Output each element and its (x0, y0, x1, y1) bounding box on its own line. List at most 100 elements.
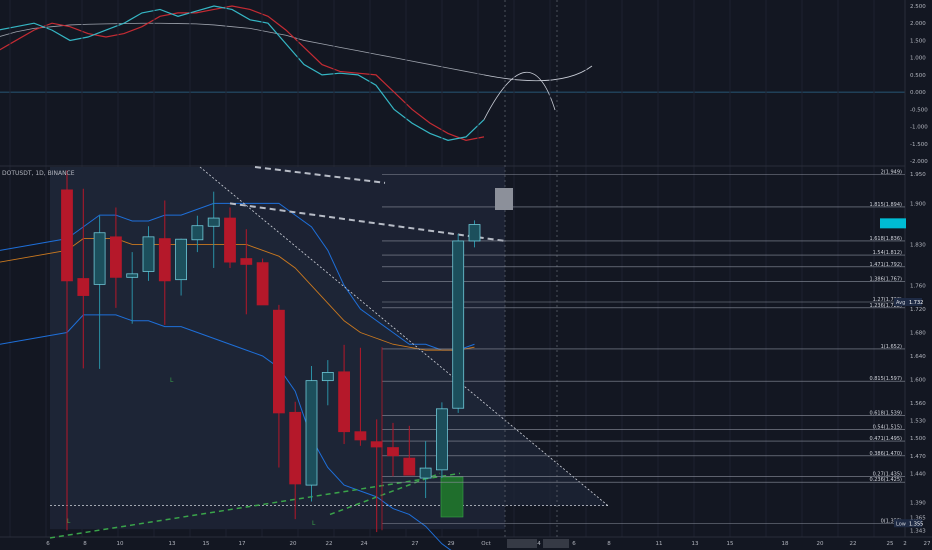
candle-body (77, 278, 90, 296)
time-tick-label[interactable]: 22 (326, 541, 333, 547)
candle[interactable] (452, 233, 465, 413)
time-tick-label[interactable]: 27 (412, 541, 419, 547)
time-tick-label[interactable]: 11 (656, 541, 663, 547)
price-tick-label[interactable]: 1.640 (910, 354, 926, 360)
price-tick-label[interactable]: 1.530 (910, 419, 926, 425)
time-tick-label[interactable]: 22 (850, 541, 857, 547)
candle[interactable] (338, 344, 351, 445)
time-tick-label[interactable]: 2 (903, 541, 907, 547)
osc-tick-label: -1.500 (910, 142, 928, 148)
time-cursor-tag[interactable] (543, 539, 569, 548)
time-tick-label[interactable]: 27 (924, 541, 931, 547)
price-tick-label[interactable]: 1.365 (910, 515, 926, 521)
price-tick-label[interactable]: 1.343 (910, 528, 926, 534)
current-price-tag[interactable] (880, 218, 906, 229)
time-tick-label[interactable]: 29 (448, 541, 455, 547)
time-tick-label[interactable]: 20 (290, 541, 297, 547)
candle[interactable] (61, 170, 73, 531)
candle-body (224, 217, 236, 263)
price-tick-label[interactable]: 1.500 (910, 436, 926, 442)
time-tick-label[interactable]: 4 (537, 541, 541, 547)
candle[interactable] (370, 419, 383, 533)
time-tick-label[interactable]: 15 (203, 541, 210, 547)
candle[interactable] (468, 220, 481, 248)
price-tick-label[interactable]: 1.600 (910, 377, 926, 383)
symbol-name: DOTUSDT (2, 170, 32, 177)
candle[interactable] (387, 422, 399, 477)
price-tick-label[interactable]: 1.900 (910, 201, 926, 207)
candle-body (403, 457, 416, 476)
candle-body (338, 371, 351, 433)
time-tick-label[interactable]: 18 (782, 541, 789, 547)
price-tick-label[interactable]: 1.560 (910, 401, 926, 407)
osc-tick-label: -1.000 (910, 125, 928, 131)
candle[interactable] (77, 188, 90, 369)
candle-body (191, 225, 204, 241)
time-tick-label[interactable]: 13 (692, 541, 699, 547)
symbol-header: DOTUSDT, 1D, BINANCE (2, 170, 75, 177)
candle[interactable] (354, 347, 367, 446)
price-tag-box[interactable] (894, 297, 922, 306)
macd-oscillator-pane[interactable]: 2.500 2.000 1.500 1.000 0.500 0.000 -0.500 -1.0… (0, 4, 928, 165)
time-tick-label[interactable]: 20 (817, 541, 824, 547)
candle[interactable] (403, 425, 416, 476)
time-axis[interactable]: 6 8 10 13 15 17 20 22 24 27 29 Oct 4 6 8 11 13 15 18 20 22 25… (46, 539, 931, 548)
macd-line (0, 5, 485, 141)
time-tick-label[interactable]: 15 (727, 541, 734, 547)
price-tick-label[interactable]: 1.680 (910, 331, 926, 337)
price-tick-label[interactable]: 1.830 (910, 242, 926, 248)
candle[interactable] (175, 238, 188, 296)
candle[interactable] (110, 207, 122, 308)
candle[interactable] (289, 401, 302, 520)
price-tick-label[interactable]: 1.720 (910, 307, 926, 313)
time-tick-label[interactable]: 13 (169, 541, 176, 547)
bollinger-upper (0, 202, 475, 351)
green-trendline (329, 472, 441, 516)
price-tag-box[interactable] (894, 519, 922, 528)
time-tick-label[interactable]: 8 (83, 541, 87, 547)
candle[interactable] (158, 200, 171, 325)
candle[interactable] (256, 258, 269, 306)
candle[interactable] (272, 304, 285, 468)
price-axis[interactable]: 1.950 1.900 1.830 1.760 1.720 1.680 1.640 1.600… (880, 172, 926, 534)
dashed-trendline (229, 202, 506, 242)
candle[interactable] (419, 441, 432, 499)
candle[interactable] (93, 215, 106, 369)
candles[interactable] (61, 170, 481, 533)
candle[interactable] (207, 191, 220, 268)
fib-label: 1.386(1.767) (869, 276, 902, 282)
price-tick-label[interactable]: 1.470 (910, 454, 926, 460)
candle[interactable] (321, 360, 334, 406)
time-tick-label[interactable]: 24 (361, 541, 368, 547)
trend-line (0, 22, 485, 76)
time-tick-label[interactable]: 25 (887, 541, 894, 547)
time-tick-label[interactable]: 10 (117, 541, 124, 547)
time-tick-label[interactable]: 17 (239, 541, 246, 547)
candle-body (61, 189, 73, 282)
price-tick-label[interactable]: 1.390 (910, 501, 926, 507)
projection-curve (483, 65, 593, 82)
candle[interactable] (435, 402, 448, 479)
time-tick-label[interactable]: Oct (481, 541, 491, 547)
candle[interactable] (142, 226, 155, 281)
candle-body (419, 467, 432, 479)
candle[interactable] (305, 365, 318, 502)
resistance-line (199, 166, 609, 506)
candle[interactable] (126, 252, 139, 324)
time-cursor-tag[interactable] (507, 539, 537, 548)
time-tick-label[interactable]: 6 (572, 541, 576, 547)
price-tick-label[interactable]: 1.760 (910, 284, 926, 290)
price-tick-label[interactable]: 1.950 (910, 172, 926, 178)
candle[interactable] (240, 229, 253, 315)
osc-tick-label: -2.000 (910, 159, 928, 165)
time-tick-label[interactable]: 6 (46, 541, 50, 547)
osc-tick-label: 0.000 (910, 90, 926, 96)
candle[interactable] (224, 207, 236, 268)
bollinger-lower (0, 314, 452, 550)
price-tick-label[interactable]: 1.440 (910, 471, 926, 477)
candle[interactable] (191, 215, 204, 253)
osc-tick-label: 2.500 (910, 4, 926, 10)
time-tick-label[interactable]: 8 (607, 541, 611, 547)
